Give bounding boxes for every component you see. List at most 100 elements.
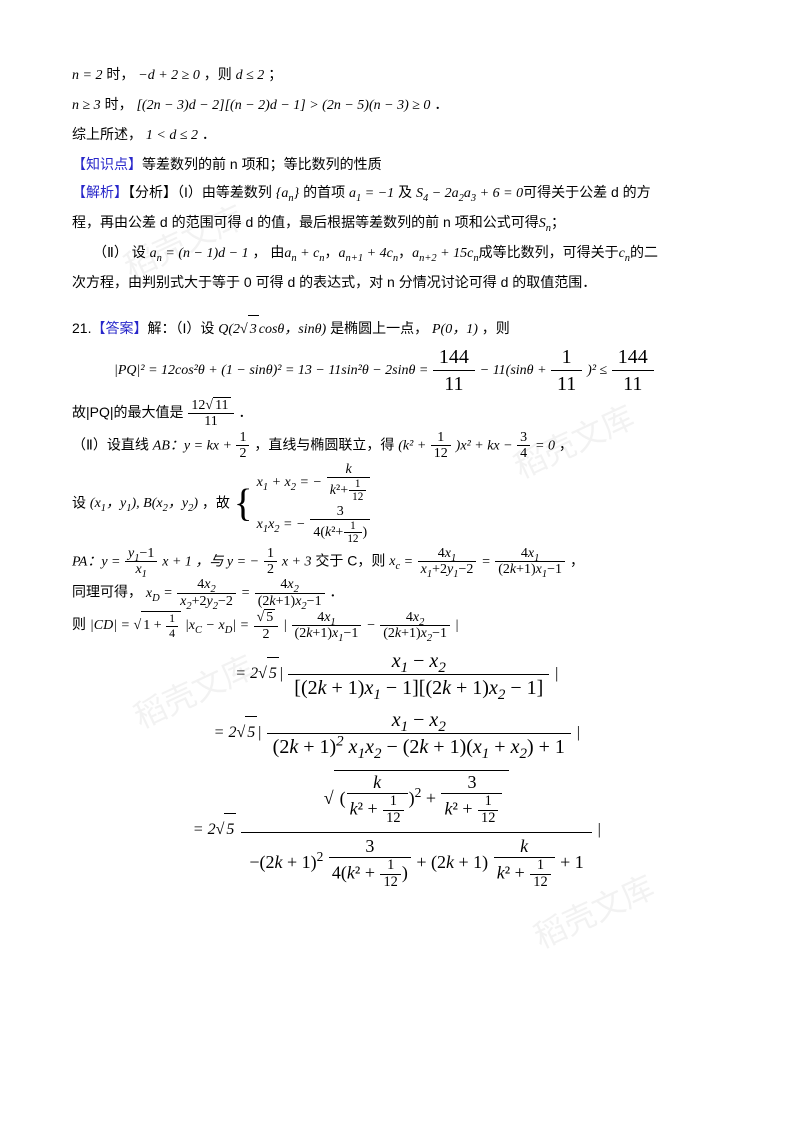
math-text: S4 − 2a2a3 + 6 = 0: [416, 186, 523, 201]
text-line: （Ⅱ） 设 an = (n − 1)d − 1 ， 由an + cn，an+1 …: [72, 238, 722, 268]
math-text: |: [455, 618, 459, 633]
math-text: x + 3: [282, 554, 312, 569]
text: ，: [325, 244, 339, 260]
text: ，故: [202, 494, 234, 510]
text: 程，再由公差 d 的范围可得 d 的值，最后根据等差数列的前 n 项和公式可得: [72, 214, 539, 230]
text: （Ⅱ）设直线: [72, 436, 153, 452]
math-text: an + cn: [284, 246, 324, 261]
fraction: 34: [517, 430, 530, 462]
fraction: x1 − x2 (2k + 1)2 x1x2 − (2k + 1)(x1 + x…: [267, 707, 571, 760]
text: 次方程，由判别式大于等于 0 可得 d 的表达式，对 n 分情况讨论可得 d 的…: [72, 274, 596, 290]
equation-line: = 25| x1 − x2 [(2k + 1)x1 − 1][(2k + 1)x…: [72, 648, 722, 701]
text: 及: [394, 184, 416, 200]
text: 交于 C，则: [315, 552, 389, 568]
text: 可得关于公差 d 的方: [523, 184, 651, 200]
fraction: (kk² + 112)2 + 3k² + 112 −(2k + 1)2 34(k…: [241, 766, 591, 895]
text-line: 故|PQ|的最大值是 121111 ．: [72, 397, 722, 430]
fraction: 52: [254, 609, 279, 642]
fraction: 4x2x2+2y2−2: [177, 577, 236, 609]
text: ，: [559, 436, 573, 452]
text-line: 同理可得， xD = 4x2x2+2y2−2 = 4x2(2k+1)x2−1 ．: [72, 577, 722, 609]
brace-icon: {: [234, 462, 253, 546]
text: 则: [72, 616, 90, 632]
math-text: xD =: [146, 586, 176, 601]
math-text: Sn: [539, 216, 551, 231]
math-text: AB：y = kx +: [153, 438, 236, 453]
text-line: 则 |CD| = 1 + 14 |xC − xD| = 52 | 4x1(2k+…: [72, 609, 722, 642]
math-text: |CD| =: [90, 618, 134, 633]
math-text: (k² +: [398, 438, 430, 453]
text: 时，: [105, 96, 137, 112]
text: ，: [570, 552, 584, 568]
fraction: 14411: [612, 344, 654, 397]
text: ．: [329, 584, 343, 600]
fraction: 12: [264, 546, 277, 578]
sqrt: (kk² + 112)2 + 3k² + 112: [324, 770, 510, 828]
fraction: 4x2(2k+1)x2−1: [255, 577, 325, 609]
text: 成等比数列，可得关于: [479, 244, 619, 260]
fraction: 4x1x1+2y1−2: [418, 546, 477, 578]
black-label: 【分析】: [128, 184, 177, 200]
math-text: n = 2: [72, 68, 102, 83]
text: 解：（I）设: [147, 320, 218, 336]
blue-label: 【答案】: [91, 320, 147, 336]
equation-line: = 25| x1 − x2 (2k + 1)2 x1x2 − (2k + 1)(…: [72, 707, 722, 760]
knowledge-line: 【知识点】等差数列的前 n 项和；等比数列的性质: [72, 150, 722, 178]
math-text: −: [366, 618, 379, 633]
math-text: a1 = −1: [349, 186, 394, 201]
text: 时，: [106, 66, 138, 82]
text: ．: [202, 126, 216, 142]
text: 设: [72, 494, 90, 510]
fraction: 4x1(2k+1)x1−1: [495, 546, 565, 578]
math-text: 1 < d ≤ 2: [146, 128, 198, 143]
equation-line: = 25 (kk² + 112)2 + 3k² + 112 −(2k + 1)2…: [72, 766, 722, 895]
text: ．: [434, 96, 448, 112]
text: ，则: [478, 320, 510, 336]
math-text: −d + 2 ≥ 0: [138, 68, 200, 83]
text: ， 由: [249, 244, 285, 260]
math-text: P(0，1): [432, 322, 478, 337]
sqrt: 1 + 14: [134, 611, 182, 640]
fraction: 4x2(2k+1)x2−1: [380, 610, 450, 642]
math-text: xc =: [389, 554, 416, 569]
text-line: n = 2 时， −d + 2 ≥ 0 ，则 d ≤ 2 ；: [72, 60, 722, 90]
math-text: {an}: [276, 186, 299, 201]
text: 故|PQ|的最大值是: [72, 404, 187, 420]
fraction: 14411: [433, 344, 475, 397]
text: 综上所述，: [72, 126, 146, 142]
fraction: 121111: [188, 397, 233, 430]
fraction: x1 − x2 [(2k + 1)x1 − 1][(2k + 1)x2 − 1]: [288, 648, 549, 701]
math-text: cn: [619, 246, 630, 261]
page: 稻壳文库 稻壳文库 稻壳文库 稻壳文库 n = 2 时， −d + 2 ≥ 0 …: [0, 0, 794, 941]
text: ；: [268, 66, 282, 82]
math-text: |PQ|² = 12cos²θ + (1 − sinθ)² = 13 − 11s…: [114, 363, 432, 378]
text-line: 综上所述， 1 < d ≤ 2 ．: [72, 120, 722, 150]
math-text: )² ≤: [587, 363, 611, 378]
equation-line: |PQ|² = 12cos²θ + (1 − sinθ)² = 13 − 11s…: [72, 344, 722, 397]
text: 的首项: [299, 184, 349, 200]
math-text: d ≤ 2: [236, 68, 265, 83]
math-text: = 0: [535, 438, 555, 453]
text: 是椭圆上一点，: [326, 320, 432, 336]
text-line: （Ⅱ）设直线 AB：y = kx + 12 ，直线与椭圆联立，得 (k² + 1…: [72, 430, 722, 462]
fraction: 112: [431, 430, 451, 462]
text: ．: [238, 404, 252, 420]
math-text: [(2n − 3)d − 2][(n − 2)d − 1] > (2n − 5)…: [136, 98, 430, 113]
q21-line: 21.【答案】解：（I）设 Q(23cosθ，sinθ) 是椭圆上一点， P(0…: [72, 314, 722, 344]
math-text: =: [481, 554, 494, 569]
text: （I）由等差数列: [177, 184, 276, 200]
math-text: − 11(sinθ +: [480, 363, 550, 378]
math-text: )x² + kx −: [456, 438, 516, 453]
text: 等差数列的前 n 项和；等比数列的性质: [142, 156, 382, 172]
math-text: |: [283, 618, 290, 633]
text: （Ⅱ） 设: [93, 244, 150, 260]
text-line: 次方程，由判别式大于等于 0 可得 d 的表达式，对 n 分情况讨论可得 d 的…: [72, 268, 722, 296]
text: ，: [398, 244, 412, 260]
math-text: an+2 + 15cn: [412, 246, 479, 261]
math-text: x + 1 ，与 y = −: [162, 554, 259, 569]
math-text: (x1，y1), B(x2，y2): [90, 496, 198, 511]
math-text: an+1 + 4cn: [339, 246, 399, 261]
text-line: PA：y = y1−1x1 x + 1 ，与 y = − 12 x + 3 交于…: [72, 546, 722, 578]
text-line: n ≥ 3 时， [(2n − 3)d − 2][(n − 2)d − 1] >…: [72, 90, 722, 120]
math-text: =: [241, 586, 254, 601]
